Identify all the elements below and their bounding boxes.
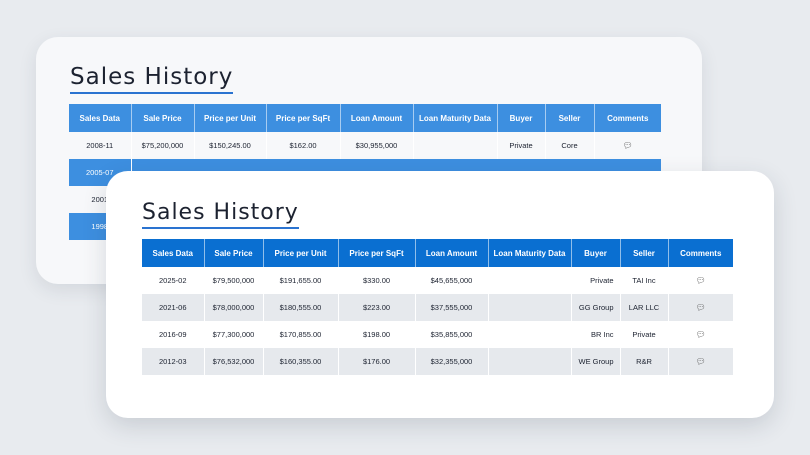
seller-cell: TAI Inc [620, 267, 669, 294]
loan-maturity-cell [488, 348, 572, 375]
column-header-sales-data[interactable]: Sales Data [142, 239, 205, 267]
price-per-unit-cell: $170,855.00 [263, 321, 339, 348]
background-card-title: Sales History [70, 64, 234, 94]
speech-bubble-icon[interactable]: 💬︎ [695, 303, 706, 312]
speech-bubble-icon[interactable]: 💬︎ [622, 141, 633, 150]
seller-cell: R&R [620, 348, 669, 375]
price-per-sqft-cell: $330.00 [338, 267, 416, 294]
comments-cell: 💬︎ [668, 294, 733, 321]
column-header[interactable]: Buyer [497, 104, 546, 132]
sales-history-card: Sales History Sales Data Sale Price Pric… [106, 171, 774, 418]
sale-price-cell: $79,500,000 [204, 267, 264, 294]
table-row[interactable]: 2008-11 $75,200,000 $150,245.00 $162.00 … [69, 132, 661, 159]
price-per-unit-cell: $191,655.00 [263, 267, 339, 294]
loan-amount-cell: $37,555,000 [415, 294, 489, 321]
sale-price-cell: $78,000,000 [204, 294, 264, 321]
loan-maturity-cell [413, 132, 498, 159]
sale-date-cell: 2016-09 [142, 321, 205, 348]
column-header-comments[interactable]: Comments [680, 248, 722, 258]
price-per-sqft-cell: $176.00 [338, 348, 416, 375]
table-header-row: Sales Data Sale Price Price per Unit Pri… [69, 104, 661, 132]
price-per-unit-cell: $180,555.00 [263, 294, 339, 321]
buyer-cell: WE Group [571, 348, 621, 375]
buyer-cell: Private [497, 132, 546, 159]
price-per-sqft-cell: $223.00 [338, 294, 416, 321]
column-header[interactable]: Price per Unit [194, 104, 267, 132]
price-per-sqft-cell: $198.00 [338, 321, 416, 348]
loan-amount-cell: $35,855,000 [415, 321, 489, 348]
speech-bubble-icon[interactable]: 💬︎ [695, 330, 706, 339]
loan-maturity-cell [488, 321, 572, 348]
buyer-cell: Private [571, 267, 621, 294]
speech-bubble-icon[interactable]: 💬︎ [695, 357, 706, 366]
sale-price-cell: $76,532,000 [204, 348, 264, 375]
sale-price-cell: $75,200,000 [131, 132, 195, 159]
loan-amount-cell: $32,355,000 [415, 348, 489, 375]
column-header-seller[interactable]: Seller [620, 239, 669, 267]
column-header[interactable]: Seller [545, 104, 595, 132]
comments-cell: 💬︎ [668, 267, 733, 294]
sale-date-cell: 2021-06 [142, 294, 205, 321]
sale-date-cell: 2008-11 [69, 132, 132, 159]
column-header-buyer[interactable]: Buyer [571, 239, 621, 267]
price-per-unit-cell: $160,355.00 [263, 348, 339, 375]
card-title: Sales History [142, 200, 299, 229]
loan-maturity-cell [488, 294, 572, 321]
sales-history-table: Sales Data Sale Price Price per Unit Pri… [142, 239, 733, 375]
column-header[interactable]: Sales Data [69, 104, 132, 132]
sale-price-cell: $77,300,000 [204, 321, 264, 348]
loan-amount-cell: $30,955,000 [340, 132, 414, 159]
seller-cell: Private [620, 321, 669, 348]
price-per-sqft-cell: $162.00 [266, 132, 341, 159]
table-row[interactable]: 2016-09 $77,300,000 $170,855.00 $198.00 … [142, 321, 733, 348]
sale-date-cell: 2012-03 [142, 348, 205, 375]
column-header-price-per-unit[interactable]: Price per Unit [263, 239, 339, 267]
column-header-price-per-sqft[interactable]: Price per SqFt [338, 239, 416, 267]
column-header[interactable]: Comments [607, 113, 649, 123]
column-header-loan-maturity[interactable]: Loan Maturity Data [488, 239, 572, 267]
buyer-cell: BR Inc [571, 321, 621, 348]
table-row[interactable]: 2012-03 $76,532,000 $160,355.00 $176.00 … [142, 348, 733, 375]
comments-cell: 💬︎ [594, 132, 661, 159]
price-per-unit-cell: $150,245.00 [194, 132, 267, 159]
comments-cell: 💬︎ [668, 321, 733, 348]
seller-cell: Core [545, 132, 595, 159]
column-header[interactable]: Sale Price [131, 104, 195, 132]
comments-cell: 💬︎ [668, 348, 733, 375]
column-header-loan-amount[interactable]: Loan Amount [415, 239, 489, 267]
column-header[interactable]: Loan Maturity Data [413, 104, 498, 132]
buyer-cell: GG Group [571, 294, 621, 321]
column-header-sale-price[interactable]: Sale Price [204, 239, 264, 267]
table-row[interactable]: 2021-06 $78,000,000 $180,555.00 $223.00 … [142, 294, 733, 321]
table-row[interactable]: 2025-02 $79,500,000 $191,655.00 $330.00 … [142, 267, 733, 294]
seller-cell: LAR LLC [620, 294, 669, 321]
speech-bubble-icon[interactable]: 💬︎ [695, 276, 706, 285]
loan-amount-cell: $45,655,000 [415, 267, 489, 294]
loan-maturity-cell [488, 267, 572, 294]
column-header[interactable]: Price per SqFt [266, 104, 341, 132]
column-header[interactable]: Loan Amount [340, 104, 414, 132]
table-header-row: Sales Data Sale Price Price per Unit Pri… [142, 239, 733, 267]
sale-date-cell: 2025-02 [142, 267, 205, 294]
